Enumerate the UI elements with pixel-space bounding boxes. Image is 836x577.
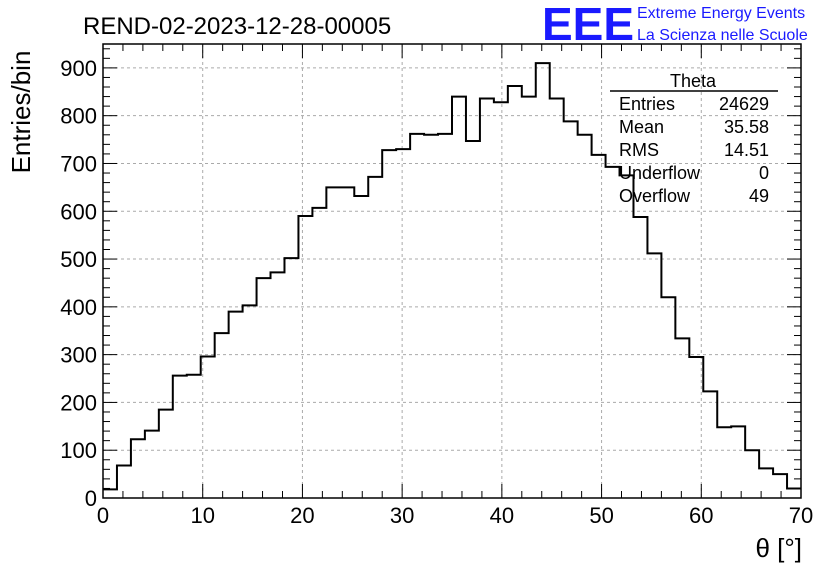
histogram-bin	[717, 427, 731, 498]
stats-box: Theta Entries 24629 Mean 35.58 RMS 14.51 Under…	[610, 71, 778, 206]
histogram-bin	[368, 177, 382, 498]
histogram-bin	[131, 439, 145, 498]
y-axis-title: Entries/bin	[6, 51, 36, 174]
y-tick-label: 700	[60, 151, 97, 176]
y-tick-label: 200	[60, 390, 97, 415]
stats-row-value: 24629	[719, 94, 769, 114]
histogram-bin	[382, 150, 396, 498]
x-axis-title: θ [°]	[755, 533, 802, 563]
histogram-outline	[103, 62, 801, 498]
histogram-bin	[647, 253, 661, 498]
y-tick-label: 500	[60, 247, 97, 272]
x-tick-label: 0	[97, 503, 109, 528]
histogram-bin	[173, 376, 187, 498]
histogram-bin	[271, 272, 285, 498]
eee-logo-line2: La Scienza nelle Scuole	[637, 27, 808, 44]
histogram-bin	[620, 175, 634, 498]
y-tick-label: 900	[60, 56, 97, 81]
x-tick-label: 10	[190, 503, 214, 528]
y-tick-label: 800	[60, 104, 97, 129]
histogram-bin	[229, 312, 243, 498]
histogram-bin	[396, 149, 410, 498]
histogram-bin	[731, 426, 745, 498]
stats-row-value: 49	[749, 186, 769, 206]
histogram-bin	[159, 410, 173, 498]
stats-row-label: RMS	[619, 140, 659, 160]
histogram-bin	[661, 297, 675, 498]
y-tick-label: 0	[85, 486, 97, 511]
stats-row-label: Mean	[619, 117, 664, 137]
histogram-bin	[536, 63, 550, 498]
histogram-bin	[298, 216, 312, 498]
y-tick-label: 600	[60, 199, 97, 224]
histogram-bin	[452, 97, 466, 498]
histogram-bin	[773, 474, 787, 498]
histogram-bin	[215, 333, 229, 498]
x-tick-label: 50	[589, 503, 613, 528]
histogram-bin	[522, 97, 536, 498]
histogram-bin	[689, 357, 703, 498]
axis-ticks: 0 10 20 30 40 50 60 700100200300400500600700800…	[60, 44, 813, 528]
x-tick-label: 30	[390, 503, 414, 528]
histogram-bin	[354, 196, 368, 498]
histogram-bin	[508, 86, 522, 498]
stats-box-rows: Entries 24629 Mean 35.58 RMS 14.51 Underflow 0 O…	[619, 94, 769, 206]
plot-frame	[102, 43, 802, 499]
stats-row-value: 14.51	[724, 140, 769, 160]
histogram-bin	[187, 375, 201, 498]
stats-row-label: Overflow	[619, 186, 691, 206]
stats-row-value: 35.58	[724, 117, 769, 137]
histogram-bin	[633, 217, 647, 498]
histogram-bin	[550, 98, 564, 498]
x-tick-label: 20	[290, 503, 314, 528]
y-tick-label: 300	[60, 343, 97, 368]
x-tick-label: 70	[789, 503, 813, 528]
eee-logo-mark: EEE	[542, 0, 634, 50]
chart-title: REND-02-2023-12-28-00005	[83, 13, 391, 40]
y-tick-label: 100	[60, 438, 97, 463]
eee-logo: EEE Extreme Energy Events La Scienza nel…	[542, 0, 808, 50]
histogram-bin	[284, 258, 298, 498]
histogram-bin	[438, 134, 452, 498]
histogram-bin	[201, 357, 215, 498]
histogram-bin	[312, 208, 326, 498]
histogram-bin	[606, 167, 620, 498]
histogram-bin	[466, 141, 480, 498]
histogram-bin	[787, 488, 801, 498]
histogram-bin	[480, 98, 494, 498]
histogram-bin	[675, 338, 689, 498]
histogram-bin	[103, 489, 117, 498]
histogram-bin	[578, 135, 592, 498]
histogram-bin	[117, 466, 131, 498]
x-tick-label: 40	[490, 503, 514, 528]
stats-row-label: Entries	[619, 94, 675, 114]
histogram-bin	[243, 305, 257, 498]
stats-row-label: Underflow	[619, 163, 701, 183]
stats-row-value: 0	[759, 163, 769, 183]
histogram-bin	[145, 431, 159, 498]
eee-logo-line1: Extreme Energy Events	[637, 5, 805, 22]
y-tick-label: 400	[60, 295, 97, 320]
histogram-bin	[340, 187, 354, 498]
histogram-bin	[703, 391, 717, 498]
histogram-bin	[592, 155, 606, 498]
histogram-bin	[564, 121, 578, 498]
histogram-bin	[424, 135, 438, 498]
histogram-bin	[326, 187, 340, 498]
histogram-bin	[745, 450, 759, 498]
stats-box-title: Theta	[670, 71, 717, 91]
histogram-bin	[494, 102, 508, 498]
x-tick-label: 60	[689, 503, 713, 528]
histogram-bin	[257, 278, 271, 498]
histogram-bin	[410, 134, 424, 498]
histogram-line	[103, 62, 801, 491]
